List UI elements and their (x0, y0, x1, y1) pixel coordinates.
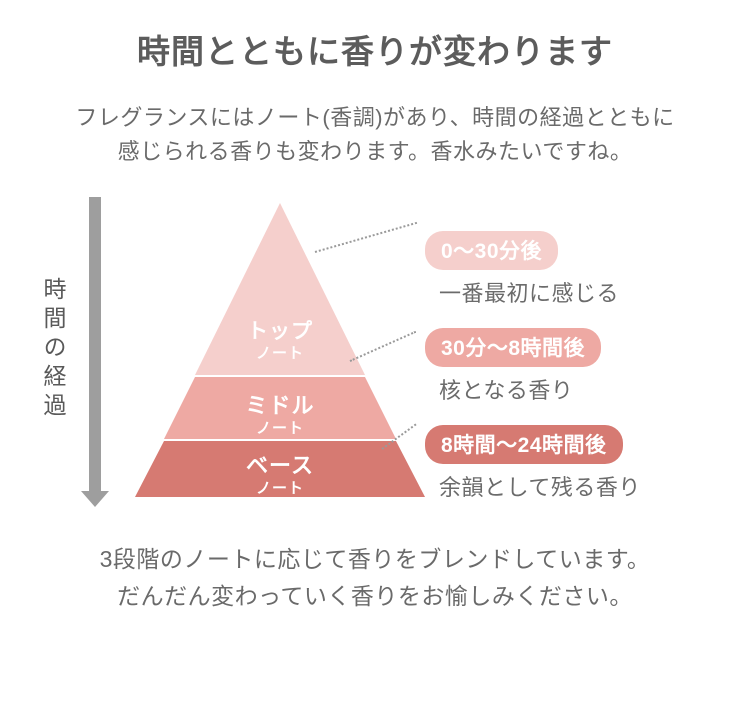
time-axis-label: 時間の経過 (36, 277, 70, 422)
diagram-area: 時間の経過 トップ ノート ミドル ノート ベース ノート (30, 197, 720, 517)
desc-top: 一番最初に感じる (439, 276, 750, 308)
desc-bottom: 余韻として残る香り (439, 470, 750, 502)
badge-middle: 30分〜8時間後 (425, 328, 601, 367)
desc-middle: 核となる香り (439, 373, 750, 405)
pyramid-label-middle: ミドル ノート (230, 388, 330, 438)
pyramid-mid-main: ミドル (230, 388, 330, 420)
footer-line1: 3段階のノートに応じて香りをブレンドしています。 (100, 546, 651, 572)
note-bottom: 8時間〜24時間後 余韻として残る香り (425, 425, 750, 502)
footer-line2: だんだん変わっていく香りをお愉しみください。 (117, 583, 633, 609)
pyramid-top-sub: ノート (230, 342, 330, 363)
pyramid-bot-main: ベース (230, 448, 330, 480)
pyramid-bot-sub: ノート (230, 477, 330, 498)
pyramid-label-top: トップ ノート (230, 315, 330, 363)
pyramid-top-main: トップ (230, 315, 330, 345)
arrow-shaft (89, 197, 101, 495)
notes-column: 0〜30分後 一番最初に感じる 30分〜8時間後 核となる香り 8時間〜24時間… (425, 231, 750, 522)
time-arrow (70, 197, 120, 507)
pyramid-label-bottom: ベース ノート (230, 448, 330, 498)
note-top: 0〜30分後 一番最初に感じる (425, 231, 750, 308)
subtitle: フレグランスにはノート(香調)があり、時間の経過とともに 感じられる香りも変わり… (30, 101, 720, 169)
pyramid-mid-sub: ノート (230, 417, 330, 438)
subtitle-line1: フレグランスにはノート(香調)があり、時間の経過とともに (75, 105, 674, 130)
arrow-down-icon (81, 491, 109, 507)
infographic-root: 時間とともに香りが変わります フレグランスにはノート(香調)があり、時間の経過と… (0, 0, 750, 635)
subtitle-line2: 感じられる香りも変わります。香水みたいですね。 (118, 139, 633, 164)
note-middle: 30分〜8時間後 核となる香り (425, 328, 750, 405)
badge-bottom: 8時間〜24時間後 (425, 425, 623, 464)
page-title: 時間とともに香りが変わります (30, 25, 720, 73)
badge-top: 0〜30分後 (425, 231, 558, 270)
footer-text: 3段階のノートに応じて香りをブレンドしています。 だんだん変わっていく香りをお愉… (30, 541, 720, 615)
